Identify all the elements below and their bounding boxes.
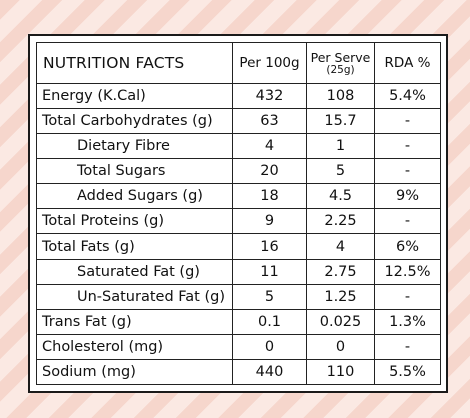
table-row: Total Sugars 20 5 - [36,158,441,185]
table-row: Added Sugars (g) 18 4.5 9% [36,183,441,210]
nutrient-name: Energy (K.Cal) [36,82,233,110]
value-per-serve: 5 [306,158,375,185]
value-per100g: 5 [232,283,307,310]
header-per-serve-label: Per Serve [310,49,371,65]
table-row: Energy (K.Cal) 432 108 5.4% [36,82,441,110]
table-row: Un-Saturated Fat (g) 5 1.25 - [36,283,441,310]
value-per100g: 9 [232,208,307,235]
value-per100g: 11 [232,258,307,285]
value-per-serve: 110 [306,358,375,386]
value-per100g: 0 [232,333,307,360]
value-rda: - [374,133,441,160]
value-rda: 1.3% [374,308,441,335]
value-per-serve: 2.25 [306,208,375,235]
value-per-serve: 15.7 [306,108,375,135]
table-row: Total Fats (g) 16 4 6% [36,233,441,260]
nutrient-name: Trans Fat (g) [36,308,233,335]
value-rda: 12.5% [374,258,441,285]
value-per100g: 63 [232,108,307,135]
value-per100g: 0.1 [232,308,307,335]
nutrient-name: Dietary Fibre [36,133,233,160]
value-rda: 9% [374,183,441,210]
value-per100g: 16 [232,233,307,260]
nutrition-panel: NUTRITION FACTS Per 100g Per Serve (25g)… [28,34,448,393]
value-per-serve: 0.025 [306,308,375,335]
table-row: Trans Fat (g) 0.1 0.025 1.3% [36,308,441,335]
nutrient-name: Sodium (mg) [36,358,233,386]
nutrition-table: NUTRITION FACTS Per 100g Per Serve (25g)… [36,42,441,386]
header-per-serve: Per Serve (25g) [306,42,375,84]
value-per100g: 4 [232,133,307,160]
value-rda: - [374,158,441,185]
value-per-serve: 1.25 [306,283,375,310]
nutrient-name: Cholesterol (mg) [36,333,233,360]
value-per-serve: 2.75 [306,258,375,285]
nutrient-name: Added Sugars (g) [36,183,233,210]
value-per100g: 440 [232,358,307,386]
value-per100g: 20 [232,158,307,185]
header-per100g: Per 100g [232,42,307,84]
value-per-serve: 1 [306,133,375,160]
value-rda: - [374,108,441,135]
value-per-serve: 4.5 [306,183,375,210]
value-rda: - [374,283,441,310]
nutrient-name: Total Proteins (g) [36,208,233,235]
table-row: Saturated Fat (g) 11 2.75 12.5% [36,258,441,285]
table-row: Sodium (mg) 440 110 5.5% [36,358,441,386]
table-row: Total Carbohydrates (g) 63 15.7 - [36,108,441,135]
nutrient-name: Saturated Fat (g) [36,258,233,285]
value-per-serve: 0 [306,333,375,360]
header-rda: RDA % [374,42,441,84]
nutrient-name: Un-Saturated Fat (g) [36,283,233,310]
table-row: Dietary Fibre 4 1 - [36,133,441,160]
nutrient-name: Total Fats (g) [36,233,233,260]
header-per-serve-size: (25g) [326,63,355,76]
value-rda: 5.4% [374,82,441,110]
nutrient-name: Total Sugars [36,158,233,185]
value-per100g: 18 [232,183,307,210]
nutrient-name: Total Carbohydrates (g) [36,108,233,135]
value-per100g: 432 [232,82,307,110]
value-per-serve: 108 [306,82,375,110]
header-row: NUTRITION FACTS Per 100g Per Serve (25g)… [36,42,441,84]
value-rda: 6% [374,233,441,260]
value-per-serve: 4 [306,233,375,260]
table-title: NUTRITION FACTS [36,42,233,84]
table-row: Cholesterol (mg) 0 0 - [36,333,441,360]
value-rda: 5.5% [374,358,441,386]
table-row: Total Proteins (g) 9 2.25 - [36,208,441,235]
value-rda: - [374,333,441,360]
value-rda: - [374,208,441,235]
